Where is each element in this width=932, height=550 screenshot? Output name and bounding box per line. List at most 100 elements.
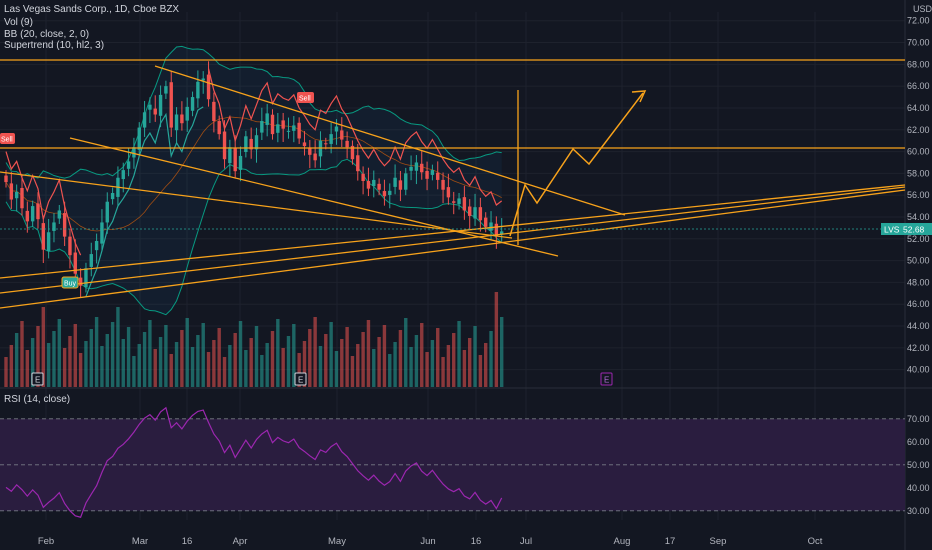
candle-body xyxy=(20,187,24,209)
volume-bar xyxy=(484,343,488,387)
price-tick-label: 72.00 xyxy=(907,16,930,26)
price-tick-label: 58.00 xyxy=(907,168,930,178)
bollinger-band-fill xyxy=(6,46,502,315)
earnings-marker-apr[interactable]: E xyxy=(294,372,307,386)
candle-body xyxy=(185,106,189,121)
candle-body xyxy=(446,187,451,198)
trendline-drawings[interactable] xyxy=(0,59,906,309)
volume-bar xyxy=(153,349,157,387)
price-tick-label: 60.00 xyxy=(907,147,930,157)
indicator-supertrend[interactable]: Supertrend (10, hl2, 3) xyxy=(4,40,105,51)
candle-body xyxy=(377,183,381,190)
earnings-marker-feb[interactable]: E xyxy=(31,372,44,386)
projected-path[interactable] xyxy=(509,92,644,237)
support-line-3[interactable] xyxy=(0,189,906,309)
candle-body xyxy=(30,206,35,222)
chart-title[interactable]: Las Vegas Sands Corp., 1D, Cboe BZX xyxy=(4,4,180,15)
candle-body xyxy=(260,121,264,133)
candle-body xyxy=(265,113,269,125)
candle-body xyxy=(46,232,51,252)
volume-bar xyxy=(116,307,120,387)
candle-body xyxy=(324,143,328,145)
candle-body xyxy=(57,210,61,219)
channel-bottom-line[interactable] xyxy=(69,137,559,257)
candle-body xyxy=(356,155,360,172)
bollinger-upper xyxy=(5,45,502,179)
volume-bar xyxy=(489,331,493,387)
candle-body xyxy=(126,161,131,169)
candle-body xyxy=(121,170,125,180)
candle-body xyxy=(270,114,275,135)
volume-bar xyxy=(446,345,451,387)
volume-bar xyxy=(121,339,125,387)
volume-bar xyxy=(462,350,467,387)
currency-label: USD xyxy=(913,4,932,14)
volume-bars xyxy=(4,292,504,387)
candle-body xyxy=(164,86,168,94)
rsi-line xyxy=(5,406,503,518)
volume-bar xyxy=(201,323,205,387)
indicator-lines xyxy=(5,45,503,316)
volume-bar xyxy=(297,353,301,387)
support-line-1[interactable] xyxy=(0,184,906,279)
candle-body xyxy=(52,222,56,231)
time-axis: Feb Mar 16 Apr May Jun 16 Jul Aug 17 Sep Oct xyxy=(38,536,823,547)
volume-bar xyxy=(499,317,504,387)
indicator-volume[interactable]: Vol (9) xyxy=(4,17,33,28)
price-tick-label: 70.00 xyxy=(907,38,930,48)
candle-body xyxy=(414,162,419,171)
rsi-label[interactable]: RSI (14, close) xyxy=(4,394,71,405)
time-tick-label: Sep xyxy=(710,536,727,547)
volume-bar xyxy=(212,340,216,387)
volume-bar xyxy=(62,348,67,387)
candle-body xyxy=(345,140,349,148)
volume-bar xyxy=(393,342,397,387)
price-tick-label: 66.00 xyxy=(907,81,930,91)
volume-bar xyxy=(180,330,184,387)
candle-body xyxy=(457,198,461,205)
candle-body xyxy=(78,277,83,286)
channel-top-line[interactable] xyxy=(154,65,626,216)
price-tick-label: 68.00 xyxy=(907,59,930,69)
candle-body xyxy=(201,78,205,81)
price-tick-label: 50.00 xyxy=(907,256,930,266)
indicator-bollinger[interactable]: BB (20, close, 2, 0) xyxy=(4,29,90,40)
volume-bar xyxy=(190,347,195,387)
time-tick-label: May xyxy=(328,536,346,547)
candle-body xyxy=(430,170,435,175)
candle-body xyxy=(366,181,371,189)
volume-bar xyxy=(217,328,221,387)
volume-bar xyxy=(281,348,285,387)
svg-text:Sell: Sell xyxy=(299,96,311,103)
support-line-2[interactable] xyxy=(0,186,906,294)
channel-inner-line[interactable] xyxy=(0,171,513,239)
candle-body xyxy=(254,135,259,150)
time-tick-label: Jul xyxy=(520,536,532,547)
candle-body xyxy=(489,222,493,231)
volume-bar xyxy=(468,338,472,387)
volume-bar xyxy=(318,346,323,387)
earnings-marker-future[interactable]: E xyxy=(600,372,613,386)
candle-body xyxy=(68,236,72,256)
volume-bar xyxy=(137,344,141,387)
volume-bar xyxy=(361,332,365,387)
candle-body xyxy=(196,81,200,99)
volume-bar xyxy=(68,336,72,387)
volume-bar xyxy=(425,352,429,387)
volume-bar xyxy=(350,356,355,387)
candle-body xyxy=(462,197,467,211)
volume-bar xyxy=(14,333,19,387)
volume-bar xyxy=(473,326,477,387)
candle-body xyxy=(398,180,403,190)
candle-body xyxy=(473,207,477,219)
volume-bar xyxy=(110,322,115,387)
candle-body xyxy=(233,148,237,172)
volume-bar xyxy=(292,324,296,387)
price-tick-label: 56.00 xyxy=(907,190,930,200)
candle-body xyxy=(84,268,88,287)
volume-bar xyxy=(9,345,14,387)
supertrend-down-line xyxy=(207,68,503,206)
volume-bar xyxy=(276,319,280,387)
candle-body xyxy=(180,114,184,124)
